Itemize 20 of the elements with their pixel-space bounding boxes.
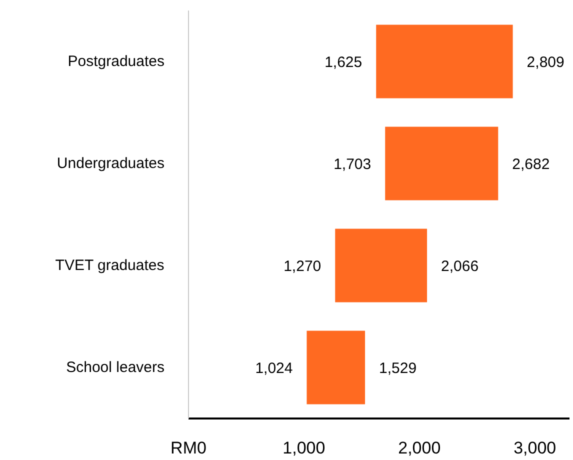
annotation: 1,270 [284, 258, 322, 275]
x-tick-label: 2,000 [398, 438, 441, 458]
y-tick-label: TVET graduates [55, 257, 164, 274]
annotation: 1,703 [334, 156, 372, 173]
y-tick-label: School leavers [66, 359, 165, 376]
x-tick-label: 1,000 [282, 438, 326, 458]
y-tick-label: Postgraduates [68, 53, 165, 70]
annotation: 2,066 [441, 258, 479, 275]
bar [335, 228, 428, 302]
annotation: 1,529 [379, 360, 417, 377]
y-tick-label: Undergraduates [56, 155, 165, 172]
bar [306, 330, 366, 404]
annotation: 1,625 [324, 54, 362, 71]
bar [376, 24, 513, 98]
bar [385, 126, 498, 200]
x-tick-label: 3,000 [514, 438, 556, 458]
annotation: 2,809 [526, 54, 564, 71]
annotation: 1,024 [255, 360, 293, 377]
x-tick-label: RM0 [170, 438, 206, 458]
annotation: 2,682 [512, 156, 550, 173]
